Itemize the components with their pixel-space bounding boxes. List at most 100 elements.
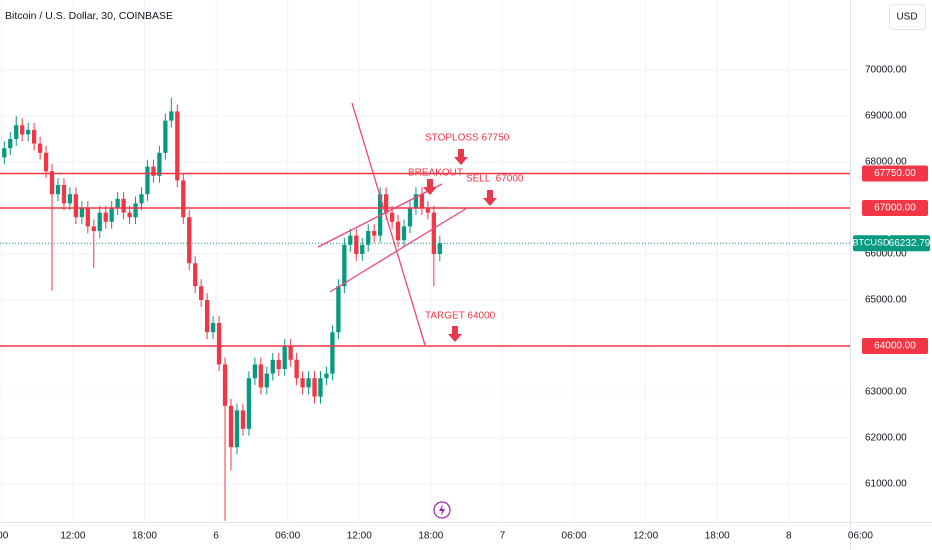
- x-tick-label: 12:00: [60, 531, 85, 542]
- x-tick-label: 06:00: [848, 531, 873, 542]
- candle-body: [431, 212, 436, 255]
- y-tick-label: 62000.00: [865, 433, 907, 444]
- axes: 61000.00 62000.00 63000.00 64000.00 65000.00…: [0, 65, 931, 542]
- plot: [0, 97, 850, 521]
- level-label: 67750.00: [874, 168, 916, 179]
- candle-body: [37, 143, 43, 153]
- arrow-breakout: [423, 179, 437, 195]
- candle-body: [234, 410, 240, 448]
- lightning-glyph: [439, 504, 445, 516]
- candle-body: [79, 208, 85, 218]
- arrow-target: [448, 326, 462, 342]
- candle-body: [193, 263, 198, 287]
- x-tick-label: 6: [213, 531, 219, 542]
- candle-body: [133, 203, 138, 218]
- candle-body: [419, 194, 425, 209]
- candle-body: [222, 364, 228, 406]
- candle-body: [55, 185, 61, 195]
- candle-body: [372, 231, 377, 236]
- candle-body: [127, 212, 132, 218]
- candle-body: [282, 346, 287, 370]
- candle-body: [204, 300, 210, 333]
- candle-body: [199, 286, 204, 301]
- candle-body: [2, 148, 7, 158]
- candle-body: [318, 378, 323, 397]
- candle-body: [437, 243, 442, 255]
- candle-body: [264, 373, 269, 388]
- y-tick-label: 63000.00: [865, 387, 907, 398]
- currency-button[interactable]: [889, 4, 926, 30]
- x-tick-label: 8: [786, 531, 792, 542]
- candle-body: [395, 221, 401, 241]
- chart-title: Bitcoin / U.S. Dollar, 30, COINBASE: [5, 10, 173, 22]
- candle-body: [228, 405, 234, 448]
- candle-body: [300, 378, 305, 388]
- annotation: TARGET 64000: [425, 311, 496, 322]
- x-tick-label: 18:00: [705, 531, 730, 542]
- candle-body: [67, 194, 73, 204]
- y-tick-label: 70000.00: [865, 65, 907, 76]
- candle-body: [312, 378, 317, 397]
- candle-body: [73, 194, 79, 218]
- x-tick-label: 18:00: [132, 531, 157, 542]
- annotation: BREAKOUT: [408, 168, 463, 179]
- annotation: SELL 67000: [466, 174, 524, 185]
- candle-body: [49, 171, 55, 195]
- candle-body: [401, 226, 407, 241]
- x-tick-label: 7: [500, 531, 506, 542]
- candle-body: [413, 194, 419, 209]
- currency-label[interactable]: USD: [896, 12, 917, 23]
- candle-body: [187, 217, 192, 264]
- candle-body: [109, 208, 114, 222]
- candle-body: [360, 244, 365, 255]
- candle-body: [354, 235, 359, 255]
- symbol-box: [853, 235, 889, 252]
- candle-body: [389, 212, 395, 222]
- candle-body: [31, 129, 37, 144]
- candle-body: [330, 332, 335, 374]
- candle-body: [145, 166, 150, 195]
- candle-body: [169, 111, 174, 121]
- candle-body: [288, 346, 293, 360]
- candle-body: [425, 208, 431, 213]
- channel-upper: [317, 183, 443, 248]
- candle-body: [26, 129, 31, 135]
- candle-body: [43, 152, 49, 172]
- candle-body: [348, 235, 353, 245]
- candle-body: [258, 364, 263, 388]
- candle-body: [342, 244, 347, 287]
- candle-body: [306, 378, 311, 388]
- trend-line: [351, 102, 426, 346]
- arrows: [423, 149, 497, 342]
- level-label: 64000.00: [874, 341, 916, 352]
- candle-body: [14, 125, 19, 140]
- x-tick-label: :00: [0, 531, 9, 542]
- candle-body: [181, 180, 186, 218]
- candle-body: [103, 212, 108, 222]
- candle-body: [97, 212, 102, 232]
- symbol-label: BTCUSD: [852, 238, 890, 248]
- candle-body: [210, 323, 216, 333]
- candle-body: [366, 231, 371, 245]
- candle-body: [270, 359, 275, 374]
- candle-body: [175, 111, 180, 181]
- level-label-box: [862, 338, 928, 355]
- candle-body: [276, 359, 281, 370]
- candle-body: [252, 364, 258, 379]
- x-tick-label: 06:00: [562, 531, 587, 542]
- candle-body: [121, 198, 126, 213]
- y-tick-label: 69000.00: [865, 111, 907, 122]
- candle-body: [336, 286, 341, 333]
- annotation: STOPLOSS 67750: [425, 133, 510, 144]
- grid: [0, 0, 850, 522]
- candle-body: [151, 166, 156, 176]
- candle-body: [157, 152, 162, 176]
- candle-body: [20, 125, 25, 135]
- price-axis: [851, 0, 932, 550]
- y-tick-label: 66000.00: [865, 249, 907, 260]
- candle-body: [407, 208, 413, 227]
- candle-body: [294, 359, 299, 379]
- candle-body: [240, 410, 246, 429]
- y-tick-label: 68000.00: [865, 157, 907, 168]
- x-tick-label: 18:00: [418, 531, 443, 542]
